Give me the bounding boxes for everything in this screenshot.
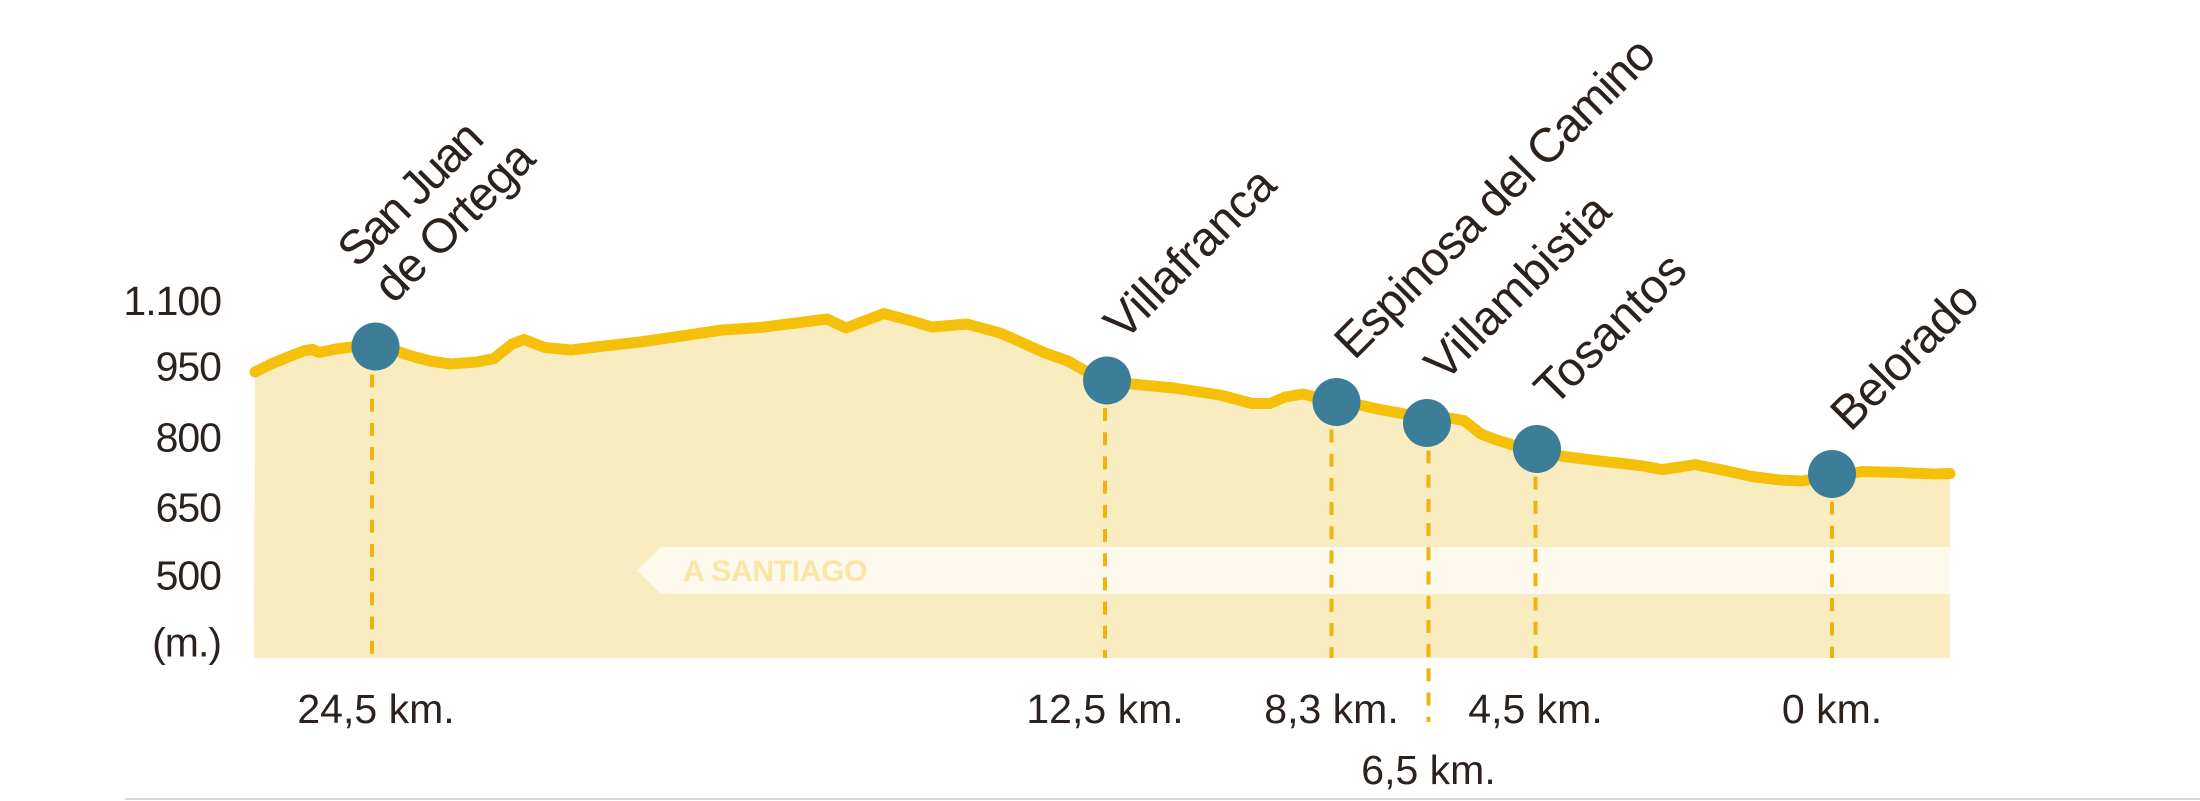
- svg-text:24,5 km.: 24,5 km.: [297, 686, 454, 732]
- svg-text:0 km.: 0 km.: [1782, 686, 1882, 732]
- svg-text:500: 500: [156, 553, 222, 599]
- svg-text:(m.): (m.): [152, 620, 221, 666]
- svg-text:6,5 km.: 6,5 km.: [1361, 747, 1495, 793]
- svg-text:12,5 km.: 12,5 km.: [1026, 686, 1183, 732]
- svg-text:8,3 km.: 8,3 km.: [1264, 686, 1398, 732]
- svg-text:1.100: 1.100: [123, 278, 221, 324]
- svg-text:800: 800: [156, 415, 222, 461]
- svg-text:Villafranca: Villafranca: [1094, 157, 1286, 349]
- svg-text:4,5 km.: 4,5 km.: [1468, 686, 1602, 732]
- svg-text:Belorado: Belorado: [1821, 272, 1990, 441]
- svg-text:650: 650: [156, 485, 222, 531]
- svg-text:A SANTIAGO: A SANTIAGO: [683, 555, 867, 588]
- svg-text:950: 950: [156, 344, 222, 390]
